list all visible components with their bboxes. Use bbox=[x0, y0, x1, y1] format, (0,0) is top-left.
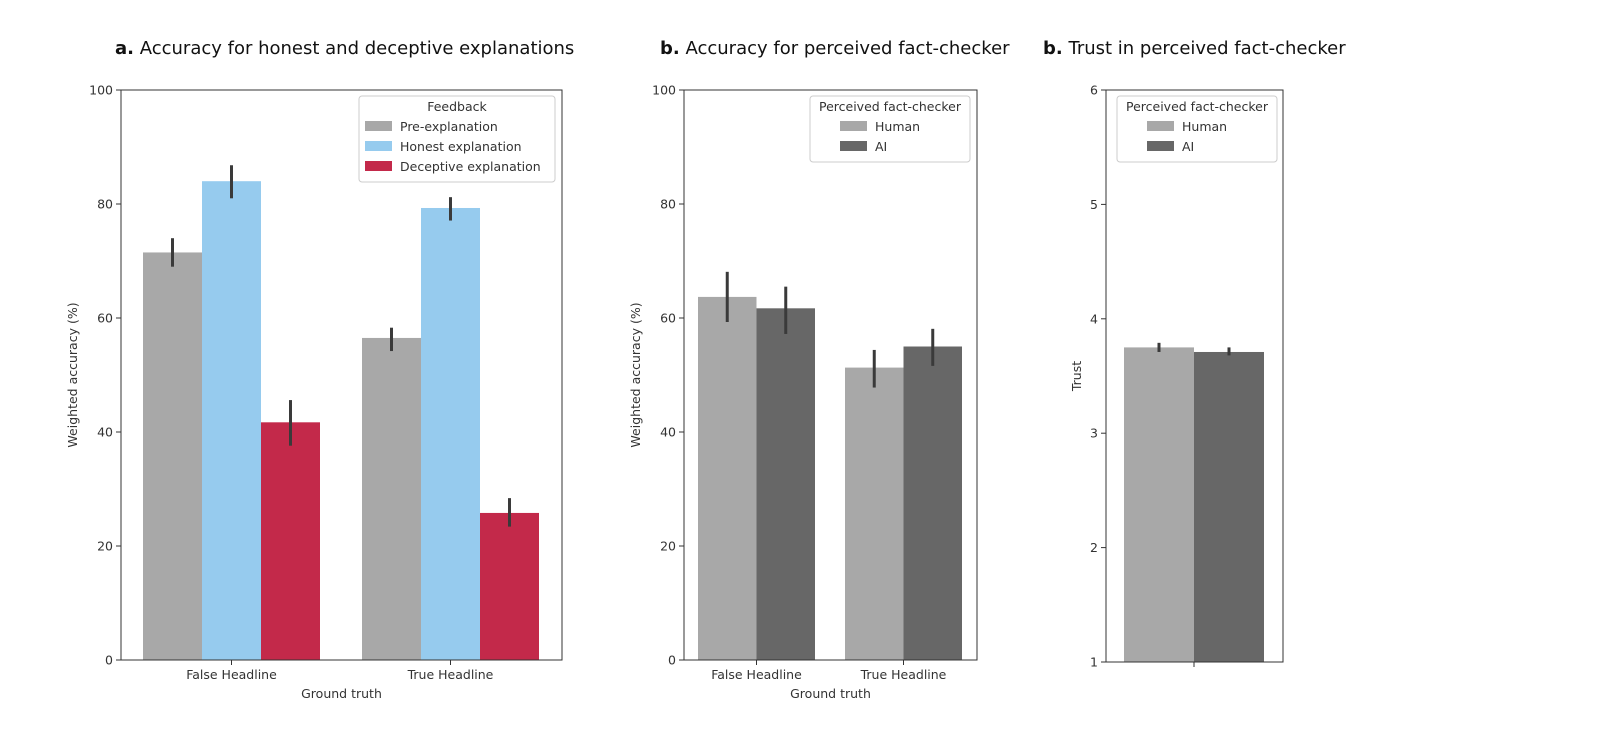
chart2-axes-frame bbox=[1105, 89, 1284, 663]
chart2-legend-label-1: AI bbox=[1182, 139, 1194, 154]
panel-a-title: a. Accuracy for honest and deceptive exp… bbox=[115, 38, 574, 59]
chart0-legend-swatch-0 bbox=[365, 121, 392, 131]
chart1-axes-frame bbox=[683, 89, 978, 661]
chart1-bar-ai-1 bbox=[903, 346, 962, 660]
chart0-bar-honest-explanation-0 bbox=[202, 181, 261, 660]
chart2-legend-title: Perceived fact-checker bbox=[1126, 99, 1269, 114]
panel-c-label: b. bbox=[1043, 38, 1063, 59]
panel-c-title-text: Trust in perceived fact-checker bbox=[1068, 38, 1346, 59]
chart0-ytick-label-4: 80 bbox=[97, 197, 113, 212]
chart2-bar-ai-0 bbox=[1194, 351, 1264, 662]
chart0-bar-pre-explanation-1 bbox=[362, 337, 421, 660]
chart1-xtick-label-0: False Headline bbox=[711, 667, 802, 682]
chart0-xlabel: Ground truth bbox=[301, 686, 382, 701]
chart2-legend-swatch-1 bbox=[1147, 141, 1174, 151]
chart1-ytick-label-2: 40 bbox=[660, 425, 676, 440]
chart1-legend-title: Perceived fact-checker bbox=[819, 99, 962, 114]
panel-a-label: a. bbox=[115, 38, 134, 59]
chart0-xtick-label-1: True Headline bbox=[407, 667, 494, 682]
chart0-legend-label-1: Honest explanation bbox=[400, 139, 522, 154]
chart0-bar-honest-explanation-1 bbox=[421, 207, 480, 661]
chart0-legend-label-0: Pre-explanation bbox=[400, 119, 498, 134]
chart1-xtick-label-1: True Headline bbox=[860, 667, 947, 682]
chart1-legend-swatch-0 bbox=[840, 121, 867, 131]
chart1-ytick-label-5: 100 bbox=[652, 83, 676, 98]
chart1-bar-ai-0 bbox=[756, 308, 815, 660]
chart1-ytick-label-4: 80 bbox=[660, 197, 676, 212]
chart2-bar-human-0 bbox=[1124, 347, 1194, 662]
chart0-legend-title: Feedback bbox=[427, 99, 487, 114]
chart0-bar-deceptive-explanation-1 bbox=[480, 512, 539, 660]
chart0-legend-box bbox=[358, 95, 556, 183]
chart2-ytick-label-2: 3 bbox=[1090, 426, 1098, 441]
chart2-ytick-label-0: 1 bbox=[1090, 655, 1098, 670]
chart0-ytick-label-1: 20 bbox=[97, 539, 113, 554]
chart0-axes-frame bbox=[120, 89, 563, 661]
chart2-ytick-label-3: 4 bbox=[1090, 311, 1098, 326]
panel-a-title-text: Accuracy for honest and deceptive explan… bbox=[139, 38, 575, 59]
panel-b-title-text: Accuracy for perceived fact-checker bbox=[685, 38, 1010, 59]
chart0-xtick-label-0: False Headline bbox=[186, 667, 277, 682]
chart0-legend-swatch-1 bbox=[365, 141, 392, 151]
chart0-legend-label-2: Deceptive explanation bbox=[400, 159, 541, 174]
chart2-legend-label-0: Human bbox=[1182, 119, 1227, 134]
chart1-ytick-label-3: 60 bbox=[660, 311, 676, 326]
chart0-bar-pre-explanation-0 bbox=[143, 252, 202, 660]
chart1-legend-swatch-1 bbox=[840, 141, 867, 151]
chart2-ytick-label-5: 6 bbox=[1090, 83, 1098, 98]
chart0-ylabel: Weighted accuracy (%) bbox=[65, 302, 80, 447]
chart0-bar-deceptive-explanation-0 bbox=[261, 422, 320, 660]
chart2-ytick-label-1: 2 bbox=[1090, 540, 1098, 555]
panel-b-label: b. bbox=[660, 38, 680, 59]
panel-c-title: b. Trust in perceived fact-checker bbox=[1043, 38, 1346, 59]
chart1-ylabel: Weighted accuracy (%) bbox=[628, 302, 643, 447]
chart0-ytick-label-0: 0 bbox=[105, 653, 113, 668]
panel-b-title: b. Accuracy for perceived fact-checker bbox=[660, 38, 1010, 59]
chart1-legend-label-1: AI bbox=[875, 139, 887, 154]
chart2-ytick-label-4: 5 bbox=[1090, 197, 1098, 212]
chart0-ytick-label-2: 40 bbox=[97, 425, 113, 440]
chart1-bar-human-1 bbox=[845, 367, 904, 660]
chart0-legend-swatch-2 bbox=[365, 161, 392, 171]
chart1-bar-human-0 bbox=[698, 296, 757, 660]
chart1-ytick-label-1: 20 bbox=[660, 539, 676, 554]
chart1-ytick-label-0: 0 bbox=[668, 653, 676, 668]
chart2-legend-swatch-0 bbox=[1147, 121, 1174, 131]
chart1-legend-label-0: Human bbox=[875, 119, 920, 134]
chart2-ylabel: Trust bbox=[1069, 361, 1084, 392]
chart0-ytick-label-5: 100 bbox=[89, 83, 113, 98]
chart0-ytick-label-3: 60 bbox=[97, 311, 113, 326]
chart1-xlabel: Ground truth bbox=[790, 686, 871, 701]
